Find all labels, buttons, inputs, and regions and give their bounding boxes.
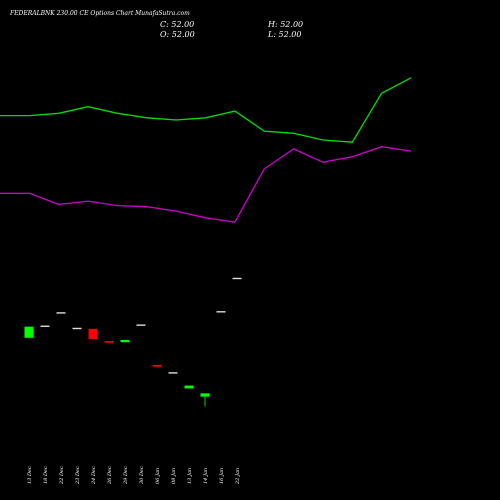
candle-22-jan [232,277,242,280]
lower-band-line [0,146,412,223]
x-tick-label: 29 Dec [123,466,129,485]
candle-body [72,327,82,330]
candle-24-dec [88,328,98,339]
x-tick-label: 13 Dec [27,466,33,484]
candle-body [136,324,146,326]
candle-16-jan [216,311,226,313]
high-value: H: 52.00 [267,20,303,29]
candles [24,277,242,407]
candle-26-dec [104,341,114,343]
candle-body [168,372,178,374]
upper-band-line [0,77,412,143]
close-value: C: 52.00 [160,20,194,29]
candle-18-dec [40,325,50,327]
candle-06-jan [152,364,162,367]
x-tick-label: 24 Dec [91,466,97,485]
candle-13-dec [24,326,34,338]
candle-body [88,328,98,339]
x-tick-label: 13 Jan [187,468,193,484]
candle-14-jan [200,393,210,407]
x-tick-label: 23 Dec [75,466,81,485]
candle-body [184,385,194,389]
candle-29-dec [120,340,130,343]
candle-08-jan [168,372,178,374]
x-tick-label: 08 Jan [171,468,177,484]
candle-body [56,312,66,314]
candle-body [216,311,226,313]
x-tick-label: 30 Dec [139,466,145,484]
candle-body [120,340,130,343]
x-tick-label: 22 Jan [235,468,241,485]
candle-body [104,341,114,343]
x-tick-label: 26 Dec [107,466,113,485]
candle-body [40,325,50,327]
candle-body [200,393,210,397]
x-tick-label: 14 Jan [203,468,209,484]
candle-body [24,326,34,338]
indicator-lines [0,77,412,223]
candle-23-dec [72,327,82,330]
x-tick-label: 18 Dec [43,466,49,484]
chart-title: FEDERALBNK 230.00 CE Options Chart Munaf… [9,10,190,17]
x-tick-label: 22 Dec [59,466,65,485]
candle-30-dec [136,324,146,326]
x-axis-ticks: 13 Dec 18 Dec 22 Dec 23 Dec 24 Dec 26 Dec 29 D… [27,466,241,485]
candle-body [152,364,162,367]
open-value: O: 52.00 [160,30,195,39]
candle-body [232,277,242,280]
x-tick-label: 06 Jan [155,468,161,484]
candle-13-jan [184,385,194,389]
low-value: L: 52.00 [267,30,301,39]
x-tick-label: 16 Jan [219,468,225,484]
candle-22-dec [56,312,66,314]
